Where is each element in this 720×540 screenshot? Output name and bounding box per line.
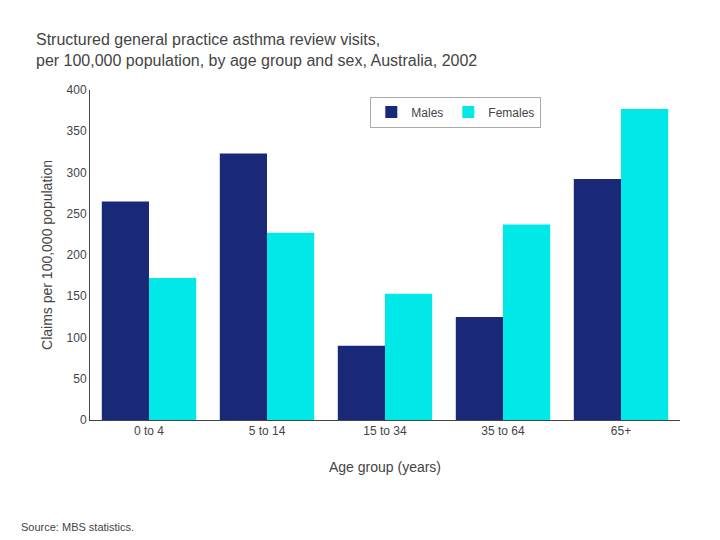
- svg-text:200: 200: [67, 248, 87, 262]
- svg-text:0: 0: [80, 413, 87, 427]
- svg-text:Males: Males: [411, 106, 443, 120]
- svg-text:Age group (years): Age group (years): [329, 459, 441, 475]
- svg-text:Females: Females: [488, 106, 534, 120]
- svg-text:5 to 14: 5 to 14: [249, 424, 286, 438]
- svg-text:150: 150: [67, 289, 87, 303]
- svg-text:Structured general practice as: Structured general practice asthma revie…: [36, 31, 477, 69]
- svg-text:35 to 64: 35 to 64: [481, 424, 525, 438]
- svg-text:300: 300: [67, 166, 87, 180]
- svg-text:Claims per 100,000 population: Claims per 100,000 population: [39, 160, 55, 350]
- svg-text:350: 350: [67, 124, 87, 138]
- svg-text:Source: MBS statistics.: Source: MBS statistics.: [21, 521, 134, 533]
- svg-text:0 to 4: 0 to 4: [134, 424, 164, 438]
- svg-text:250: 250: [67, 207, 87, 221]
- svg-text:15 to 34: 15 to 34: [363, 424, 407, 438]
- svg-text:65+: 65+: [611, 424, 631, 438]
- svg-text:50: 50: [73, 372, 87, 386]
- svg-text:400: 400: [67, 83, 87, 97]
- svg-text:100: 100: [67, 331, 87, 345]
